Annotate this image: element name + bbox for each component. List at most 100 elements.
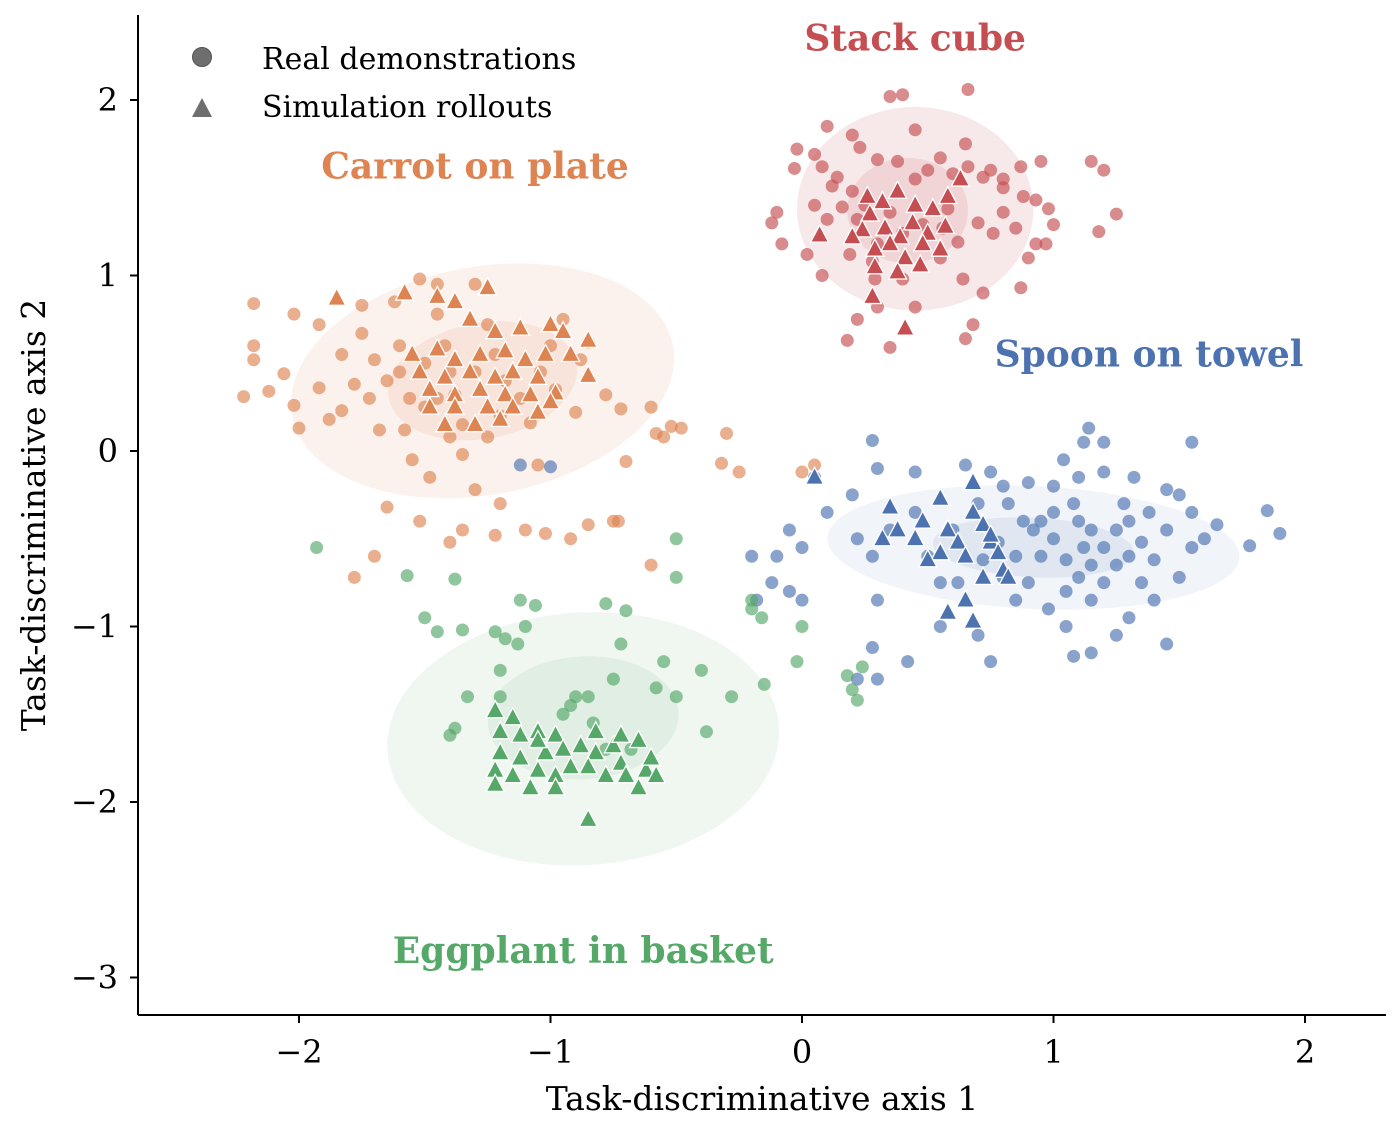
spoon-on-towel-real-point	[1047, 479, 1060, 493]
eggplant-in-basket-real-point	[649, 681, 663, 695]
spoon-on-towel-real-point	[1142, 505, 1156, 519]
carrot-on-plate-sim-point	[459, 360, 481, 380]
carrot-on-plate-real-point	[287, 398, 301, 412]
spoon-on-towel-real-point	[865, 433, 879, 447]
stack-cube-real-point	[868, 272, 882, 286]
stack-cube-sim-point	[864, 255, 886, 275]
spoon-on-towel-real-point	[1172, 488, 1186, 502]
spoon-on-towel-real-point	[1059, 553, 1073, 567]
spoon-on-towel-real-point	[850, 532, 864, 546]
carrot-on-plate-real-point	[292, 421, 306, 435]
spoon-on-towel-real-point	[1243, 539, 1257, 553]
spoon-on-towel-real-point	[1072, 514, 1086, 528]
eggplant-in-basket-real-point	[725, 690, 739, 704]
stack-cube-sim-point	[895, 316, 916, 336]
eggplant-in-basket-sim-point	[610, 723, 631, 743]
carrot-on-plate-real-point	[413, 514, 427, 528]
stack-cube-real-point	[843, 247, 857, 261]
eggplant-in-basket-real-point	[669, 570, 683, 584]
spoon-on-towel-real-point	[1059, 620, 1073, 633]
carrot-on-plate-real-point	[518, 523, 532, 537]
eggplant-in-basket-sim-point	[641, 746, 662, 766]
eggplant-in-basket-real-point	[556, 707, 570, 721]
carrot-on-plate-sim-point	[434, 365, 455, 385]
eggplant-in-basket-real-point	[606, 672, 620, 686]
carrot-on-plate-sim-point	[552, 320, 574, 340]
stack-cube-real-point	[850, 312, 864, 326]
eggplant-in-basket-real-point	[614, 637, 628, 651]
eggplant-in-basket-sim-point	[646, 764, 667, 784]
stack-cube-real-point	[825, 179, 839, 193]
carrot-on-plate-real-point	[468, 277, 482, 291]
carrot-on-plate-real-point	[398, 423, 412, 437]
y-tick-label: 0	[98, 432, 118, 470]
stack-cube-sim-point	[902, 211, 923, 231]
stack-cube-real-point	[891, 154, 905, 168]
legend-label-real: Real demonstrations	[262, 42, 576, 77]
eggplant-in-basket-sim-point	[527, 729, 549, 749]
spoon-on-towel-real-point	[865, 549, 879, 563]
stack-cube-sim-point	[862, 285, 883, 305]
spoon-on-towel-real-point	[782, 523, 796, 537]
stack-cube-sim-point	[937, 185, 958, 205]
eggplant-in-basket-sim-point	[585, 720, 606, 740]
eggplant-in-basket-real-point	[493, 663, 507, 677]
spoon-on-towel-real-point	[820, 505, 834, 519]
spoon-on-towel-real-point	[870, 593, 884, 607]
carrot-on-plate-sim-point	[540, 313, 561, 333]
carrot-on-plate-real-point	[380, 374, 394, 388]
eggplant-in-basket-real-point	[511, 637, 525, 651]
x-tick-label: 2	[1295, 1033, 1315, 1071]
stack-cube-real-point	[1047, 218, 1060, 232]
x-tick-label: 0	[792, 1033, 812, 1071]
spoon-on-towel-real-point	[1047, 505, 1060, 519]
carrot-on-plate-real-point	[355, 326, 369, 340]
spoon-on-towel-real-point	[901, 655, 915, 669]
spoon-on-towel-real-point	[795, 593, 809, 607]
carrot-on-plate-real-point	[322, 412, 336, 426]
eggplant-in-basket-sim-point	[628, 729, 649, 749]
spoon-on-towel-real-point	[984, 655, 998, 669]
x-tick-label: 1	[1043, 1033, 1063, 1071]
eggplant-in-basket-sim-point	[570, 734, 591, 754]
stack-cube-real-point	[966, 318, 980, 332]
stack-cube-real-point	[908, 172, 922, 186]
spoon-on-towel-real-point	[1097, 465, 1111, 479]
stack-cube-real-point	[933, 151, 947, 165]
carrot-on-plate-real-point	[795, 465, 809, 479]
carrot-on-plate-real-point	[355, 298, 369, 312]
eggplant-in-basket-sim-point	[490, 741, 511, 761]
spoon-on-towel-real-point	[976, 553, 990, 567]
eggplant-in-basket-real-point	[564, 698, 578, 712]
carrot-on-plate-real-point	[531, 458, 545, 472]
stack-cube-real-point	[1009, 221, 1023, 235]
stack-cube-sim-point	[950, 167, 971, 187]
spoon-on-towel-sim-point	[905, 527, 926, 547]
spoon-on-towel-real-point	[1097, 576, 1111, 590]
spoon-on-towel-sim-point	[973, 565, 994, 586]
eggplant-in-basket-real-point	[669, 690, 683, 704]
eggplant-in-basket-sim-point	[635, 759, 657, 779]
stack-cube-real-point	[787, 161, 801, 175]
carrot-on-plate-real-point	[581, 518, 595, 532]
stack-cube-real-point	[976, 286, 990, 300]
spoon-on-towel-real-point	[850, 672, 864, 686]
cluster-label-stack-cube: Stack cube	[804, 18, 1026, 60]
carrot-on-plate-real-point	[657, 430, 671, 444]
carrot-on-plate-sim-point	[444, 290, 466, 310]
stack-cube-real-point	[1097, 163, 1111, 177]
eggplant-in-basket-sim-point	[545, 776, 566, 796]
spoon-on-towel-sim-point	[973, 513, 994, 533]
eggplant-in-basket-real-point	[488, 625, 502, 639]
spoon-on-towel-real-point	[1009, 549, 1023, 563]
spoon-on-towel-real-point	[1135, 576, 1149, 590]
eggplant-in-basket-real-point	[699, 725, 713, 739]
spoon-on-towel-real-point	[770, 549, 784, 563]
spoon-on-towel-real-point	[1135, 535, 1149, 549]
carrot-on-plate-real-point	[362, 391, 376, 405]
spoon-on-towel-real-point	[1026, 523, 1040, 537]
spoon-on-towel-real-point	[1057, 453, 1071, 467]
carrot-on-plate-real-point	[644, 558, 658, 572]
carrot-on-plate-sim-point	[527, 401, 549, 421]
stack-cube-sim-point	[874, 216, 896, 236]
